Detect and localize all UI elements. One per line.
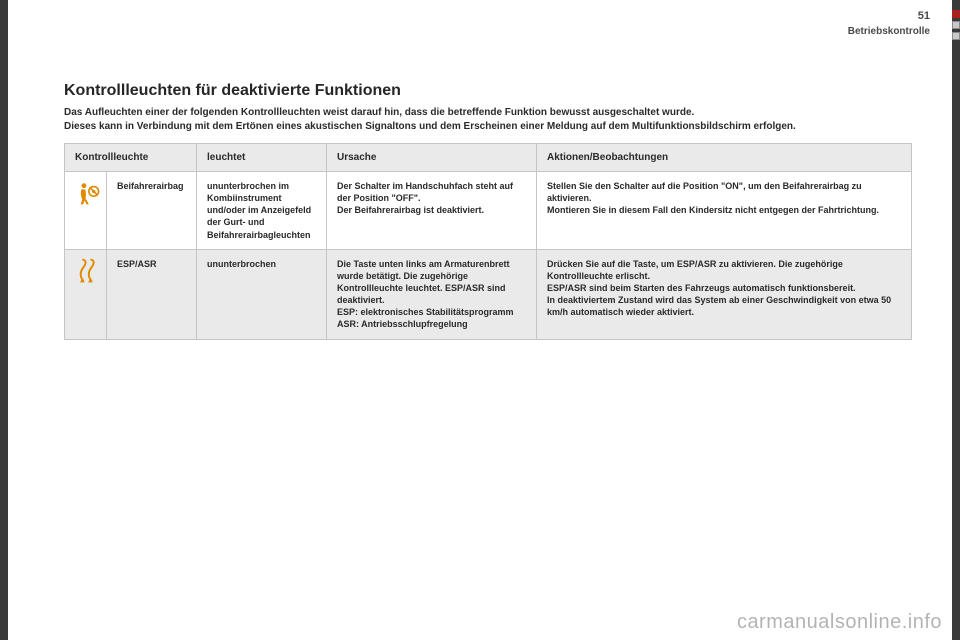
intro-text: Das Aufleuchten einer der folgenden Kont… (64, 106, 912, 133)
row-ursache: Der Schalter im Handschuhfach steht auf … (327, 172, 537, 250)
th-aktionen: Aktionen/Beobachtungen (537, 144, 912, 172)
row-aktionen: Drücken Sie auf die Taste, um ESP/ASR zu… (537, 249, 912, 339)
watermark: carmanualsonline.info (737, 611, 942, 634)
row-leuchtet: ununterbrochen (197, 249, 327, 339)
page-number: 51 (918, 10, 930, 22)
page-title: Kontrollleuchten für deaktivierte Funkti… (64, 82, 912, 100)
table-row: Beifahrerairbag ununterbrochen im Kombii… (65, 172, 912, 250)
row-aktionen: Stellen Sie den Schalter auf die Positio… (537, 172, 912, 250)
th-kontrollleuchte: Kontrollleuchte (65, 144, 197, 172)
table-header-row: Kontrollleuchte leuchtet Ursache Aktione… (65, 144, 912, 172)
page: 51 Betriebskontrolle Kontrollleuchten fü… (8, 0, 952, 640)
row-ursache: Die Taste unten links am Armaturenbrett … (327, 249, 537, 339)
row-leuchtet: ununterbrochen im Kombiinstrument und/od… (197, 172, 327, 250)
intro-line1: Das Aufleuchten einer der folgenden Kont… (64, 107, 694, 118)
row-name: Beifahrerairbag (107, 172, 197, 250)
intro-line2: Dieses kann in Verbindung mit dem Ertöne… (64, 121, 796, 132)
edge-marker (952, 32, 960, 40)
th-leuchtet: leuchtet (197, 144, 327, 172)
icon-cell (65, 172, 107, 250)
section-label: Betriebskontrolle (848, 26, 930, 37)
esp-icon (75, 258, 101, 284)
edge-marker (952, 21, 960, 29)
edge-markers (952, 10, 960, 40)
table-row: ESP/ASR ununterbrochen Die Taste unten l… (65, 249, 912, 339)
edge-marker-active (952, 10, 960, 18)
airbag-off-icon (75, 180, 101, 206)
th-ursache: Ursache (327, 144, 537, 172)
icon-cell (65, 249, 107, 339)
row-name: ESP/ASR (107, 249, 197, 339)
content-area: Kontrollleuchten für deaktivierte Funkti… (64, 82, 912, 340)
warning-lights-table: Kontrollleuchte leuchtet Ursache Aktione… (64, 143, 912, 340)
